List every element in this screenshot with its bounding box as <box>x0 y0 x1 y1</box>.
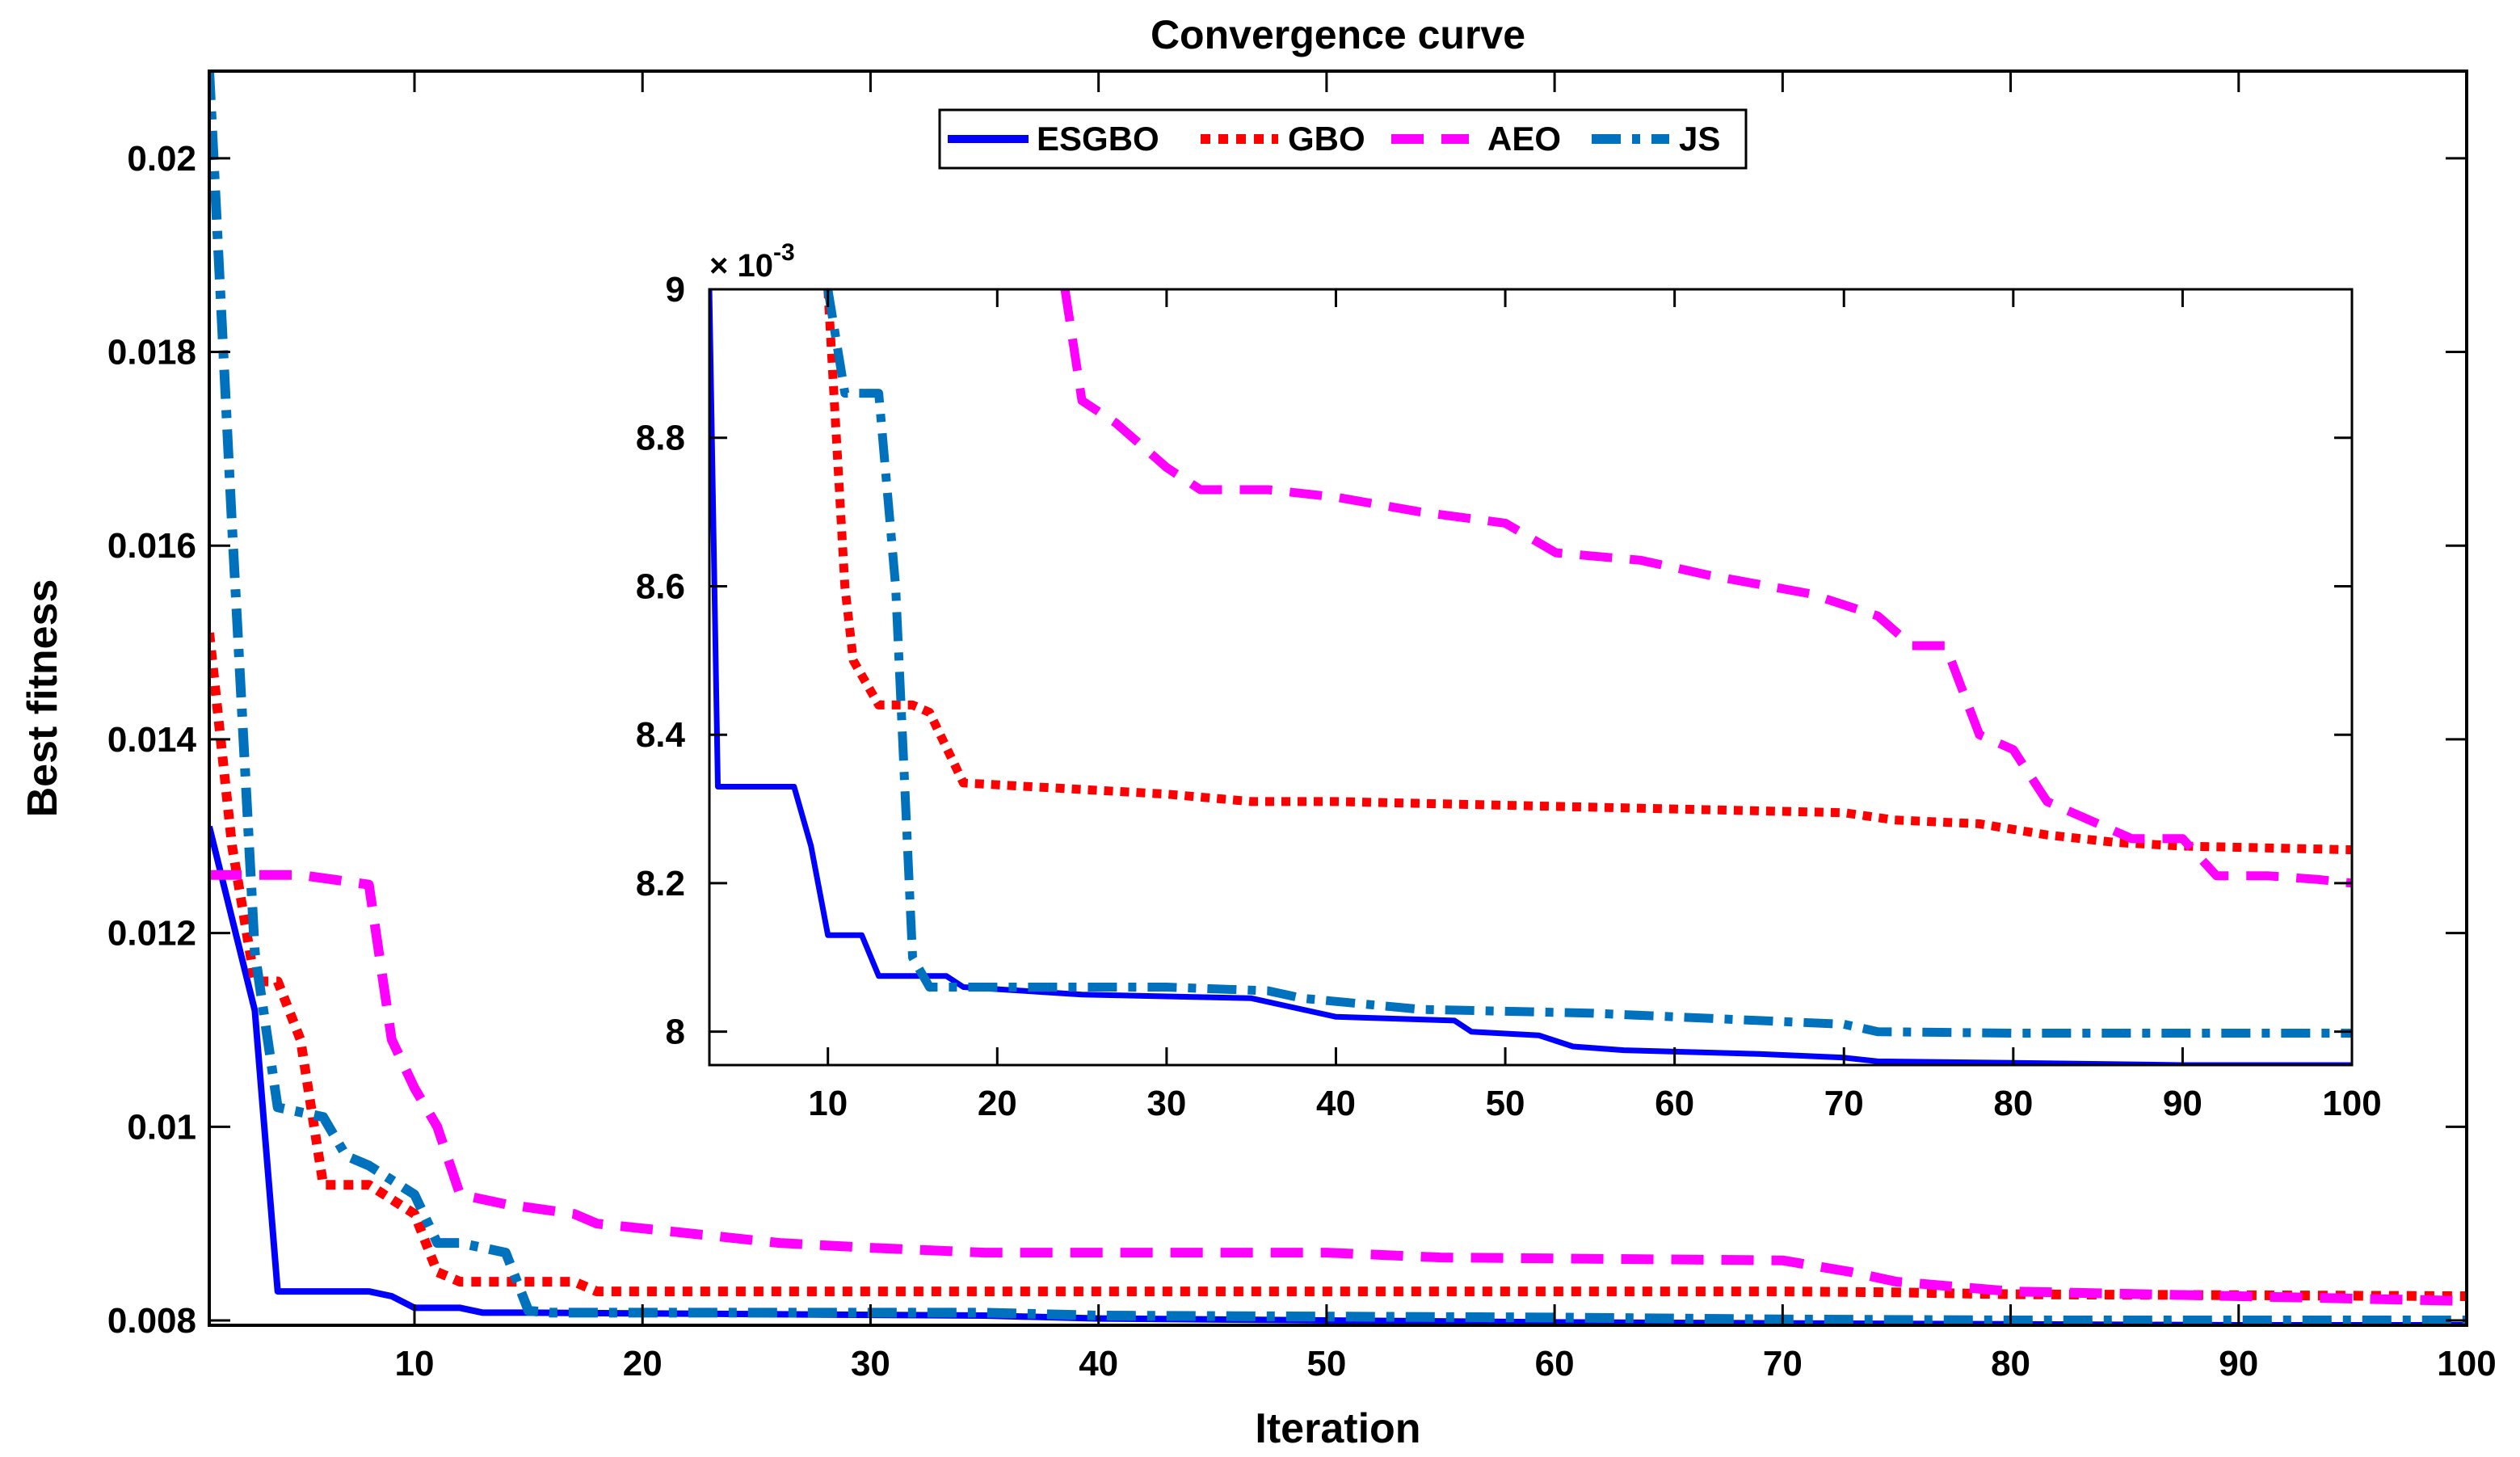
inset-x-tick-label: 90 <box>2163 1084 2202 1123</box>
main-x-tick-label: 20 <box>623 1344 663 1383</box>
main-x-tick-label: 40 <box>1079 1344 1118 1383</box>
main-y-tick-label: 0.01 <box>127 1107 196 1147</box>
inset-x-tick-label: 30 <box>1146 1084 1186 1123</box>
inset-ticks: 10 20 30 40 50 60 70 80 90 100 8 8.2 8.4 8.6 8.8 9 <box>636 270 2382 1123</box>
inset-series-esgbo <box>709 289 2352 1065</box>
main-y-tick-label: 0.018 <box>107 333 196 373</box>
main-x-tick-label: 50 <box>1306 1344 1346 1383</box>
main-x-tick-label: 60 <box>1535 1344 1575 1383</box>
inset-x-tick-label: 40 <box>1316 1084 1356 1123</box>
inset-plot: 10 20 30 40 50 60 70 80 90 100 8 8.2 8.4 8.6 8.8 9 × 10… <box>636 239 2382 1123</box>
legend-label-js: JS <box>1679 120 1720 158</box>
legend: ESGBO GBO AEO JS <box>938 108 1748 170</box>
main-x-tick-label: 10 <box>395 1344 435 1383</box>
main-x-tick-label: 30 <box>851 1344 890 1383</box>
inset-series-lines <box>709 289 2352 1065</box>
inset-y-tick-label: 8.6 <box>636 566 685 606</box>
main-series-aeo <box>209 870 2467 1306</box>
legend-label-gbo: GBO <box>1288 120 1365 158</box>
main-series-js <box>209 71 2467 1325</box>
main-y-tick-label: 0.016 <box>107 526 196 566</box>
inset-series-js <box>823 289 2352 1038</box>
main-y-tick-label: 0.014 <box>107 720 197 760</box>
main-y-tick-label: 0.02 <box>127 139 196 179</box>
inset-y-multiplier-exp: -3 <box>773 239 795 266</box>
inset-y-multiplier: × 10-3 <box>709 239 795 284</box>
y-axis-title: Best fitness <box>19 579 66 818</box>
main-x-tick-label: 90 <box>2219 1344 2258 1383</box>
inset-x-tick-label: 60 <box>1655 1084 1694 1123</box>
main-plot: 10 20 30 40 50 60 70 80 90 100 0.008 0.01 0.012 0.014… <box>107 69 2497 1383</box>
inset-x-tick-label: 70 <box>1824 1084 1864 1123</box>
main-y-tick-label: 0.012 <box>107 914 196 954</box>
legend-label-esgbo: ESGBO <box>1037 120 1159 158</box>
main-ticks: 10 20 30 40 50 60 70 80 90 100 0.008 0.01 0.012 0.014… <box>107 71 2497 1383</box>
legend-label-aeo: AEO <box>1487 120 1561 158</box>
inset-axes-box <box>708 288 2354 1067</box>
main-series-gbo <box>209 632 2467 1301</box>
main-axes-box <box>208 69 2468 1327</box>
chart-title: Convergence curve <box>1151 12 1525 57</box>
main-x-tick-label: 100 <box>2437 1344 2496 1383</box>
inset-series-gbo <box>823 289 2352 855</box>
inset-series-aeo <box>1060 289 2352 888</box>
inset-y-tick-label: 8.4 <box>636 715 686 755</box>
main-x-tick-label: 70 <box>1763 1344 1803 1383</box>
inset-y-tick-label: 8 <box>666 1013 685 1052</box>
inset-y-tick-label: 9 <box>666 270 685 310</box>
inset-x-tick-label: 80 <box>1993 1084 2033 1123</box>
inset-y-tick-label: 8.8 <box>636 419 685 458</box>
inset-x-tick-label: 50 <box>1486 1084 1525 1123</box>
inset-y-tick-label: 8.2 <box>636 864 685 903</box>
inset-background <box>709 289 2352 1065</box>
inset-x-tick-label: 20 <box>978 1084 1017 1123</box>
x-axis-title: Iteration <box>1255 1405 1420 1452</box>
inset-x-tick-label: 100 <box>2322 1084 2381 1123</box>
main-y-tick-label: 0.008 <box>107 1301 196 1341</box>
inset-x-tick-label: 10 <box>808 1084 848 1123</box>
inset-y-multiplier-base: × 10 <box>709 248 773 284</box>
main-x-tick-label: 80 <box>1991 1344 2030 1383</box>
